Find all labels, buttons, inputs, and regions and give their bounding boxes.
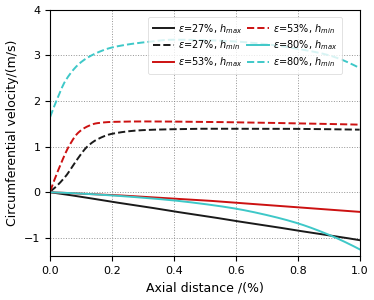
Legend: $\varepsilon$=27%, $h_{max}$, $\varepsilon$=27%, $h_{min}$, $\varepsilon$=53%, $: $\varepsilon$=27%, $h_{max}$, $\varepsil…	[148, 17, 342, 74]
X-axis label: Axial distance /(%): Axial distance /(%)	[146, 281, 264, 294]
Y-axis label: Circumferential velocity/(m/s): Circumferential velocity/(m/s)	[6, 40, 19, 226]
